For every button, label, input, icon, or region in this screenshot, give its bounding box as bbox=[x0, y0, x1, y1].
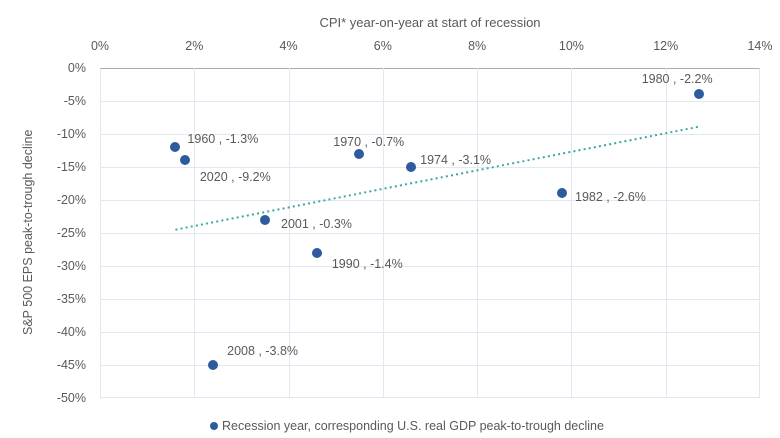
data-point bbox=[170, 142, 181, 153]
horizontal-gridline bbox=[100, 200, 760, 201]
data-point-label: 1960 , -1.3% bbox=[187, 132, 259, 147]
data-point bbox=[311, 247, 322, 258]
x-tick-label: 4% bbox=[279, 39, 298, 53]
x-axis-title: CPI* year-on-year at start of recession bbox=[319, 15, 541, 30]
data-point bbox=[557, 188, 567, 199]
horizontal-gridline bbox=[100, 299, 760, 300]
data-point-label: 2001 , -0.3% bbox=[281, 216, 352, 231]
legend-label: Recession year, corresponding U.S. real … bbox=[222, 419, 604, 433]
y-tick-label: 0% bbox=[67, 61, 86, 75]
data-point bbox=[406, 162, 417, 172]
data-point-label: 1974 , -3.1% bbox=[420, 153, 492, 167]
y-tick-label: -15% bbox=[56, 160, 86, 174]
data-point-label: 1970 , -0.7% bbox=[333, 134, 405, 149]
y-tick-label: -25% bbox=[56, 226, 86, 240]
data-point-label: 2008 , -3.8% bbox=[227, 344, 299, 358]
data-point bbox=[693, 89, 704, 100]
horizontal-gridline bbox=[100, 167, 760, 168]
y-tick-label: -30% bbox=[56, 259, 86, 273]
legend-marker-icon bbox=[210, 422, 219, 430]
data-point bbox=[260, 214, 270, 225]
y-tick-label: -35% bbox=[56, 292, 86, 306]
y-tick-label: -5% bbox=[63, 94, 86, 108]
data-point bbox=[354, 148, 365, 159]
x-tick-label: 10% bbox=[558, 39, 584, 53]
x-tick-label: 0% bbox=[90, 39, 110, 53]
x-tick-label: 8% bbox=[468, 39, 487, 53]
data-point-label: 1980 , -2.2% bbox=[641, 72, 713, 87]
legend: Recession year, corresponding U.S. real … bbox=[0, 419, 780, 433]
horizontal-gridline bbox=[100, 332, 760, 333]
y-tick-label: -10% bbox=[56, 127, 86, 141]
horizontal-gridline bbox=[100, 233, 760, 234]
x-tick-label: 14% bbox=[747, 39, 773, 53]
data-point-label: 1990 , -1.4% bbox=[331, 256, 403, 271]
horizontal-gridline bbox=[100, 365, 760, 366]
x-tick-label: 2% bbox=[185, 39, 204, 53]
horizontal-gridline bbox=[100, 266, 760, 267]
y-tick-label: -45% bbox=[56, 358, 86, 372]
data-point bbox=[208, 360, 219, 370]
data-point-label: 1982 , -2.6% bbox=[575, 190, 646, 205]
x-tick-label: 6% bbox=[373, 39, 392, 53]
y-tick-label: -40% bbox=[56, 325, 86, 339]
y-tick-label: -20% bbox=[56, 193, 86, 207]
y-tick-label: -50% bbox=[56, 391, 86, 405]
x-tick-label: 12% bbox=[653, 39, 679, 53]
data-point-label: 2020 , -9.2% bbox=[199, 170, 271, 185]
data-point bbox=[179, 155, 190, 166]
horizontal-gridline bbox=[100, 101, 760, 102]
